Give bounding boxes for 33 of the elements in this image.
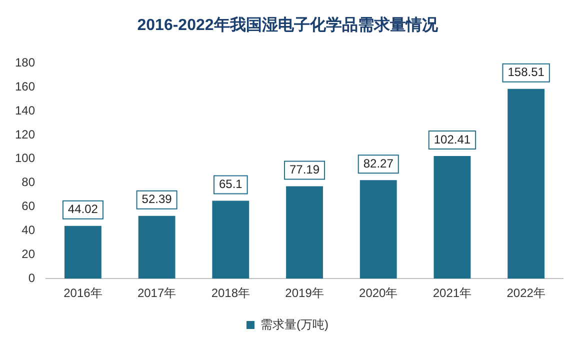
bar	[508, 88, 545, 279]
legend-label: 需求量(万吨)	[260, 317, 329, 332]
y-tick-label: 160	[14, 79, 36, 94]
y-tick-label: 60	[22, 199, 36, 214]
chart-title: 2016-2022年我国湿电子化学品需求量情况	[137, 16, 439, 34]
y-tick-label: 80	[22, 175, 36, 190]
y-tick-label: 100	[14, 151, 36, 166]
x-tick-label: 2018年	[211, 286, 250, 300]
data-label: 82.27	[363, 156, 394, 170]
data-label: 158.51	[508, 65, 545, 80]
y-tick-label: 120	[14, 127, 36, 142]
y-tick-label: 0	[28, 270, 36, 285]
x-tick-label: 2019年	[285, 286, 324, 300]
data-label: 102.41	[434, 132, 471, 146]
bar	[286, 186, 323, 279]
data-label: 52.39	[142, 192, 172, 206]
y-tick-label: 40	[22, 223, 36, 238]
bar	[212, 200, 250, 279]
bar	[64, 226, 102, 279]
bar	[434, 156, 471, 279]
bar	[138, 216, 176, 279]
data-label: 77.19	[289, 162, 320, 177]
y-tick-label: 20	[22, 246, 36, 261]
data-label: 65.1	[218, 177, 243, 192]
x-tick-label: 2016年	[64, 286, 102, 300]
x-tick-label: 2020年	[359, 286, 398, 300]
bar	[360, 180, 397, 279]
data-label: 44.02	[68, 202, 98, 216]
x-tick-label: 2017年	[137, 286, 176, 300]
y-tick-label: 180	[14, 56, 36, 70]
y-tick-label: 140	[14, 103, 36, 118]
x-tick-label: 2022年	[506, 286, 546, 300]
x-tick-label: 2021年	[432, 286, 472, 300]
